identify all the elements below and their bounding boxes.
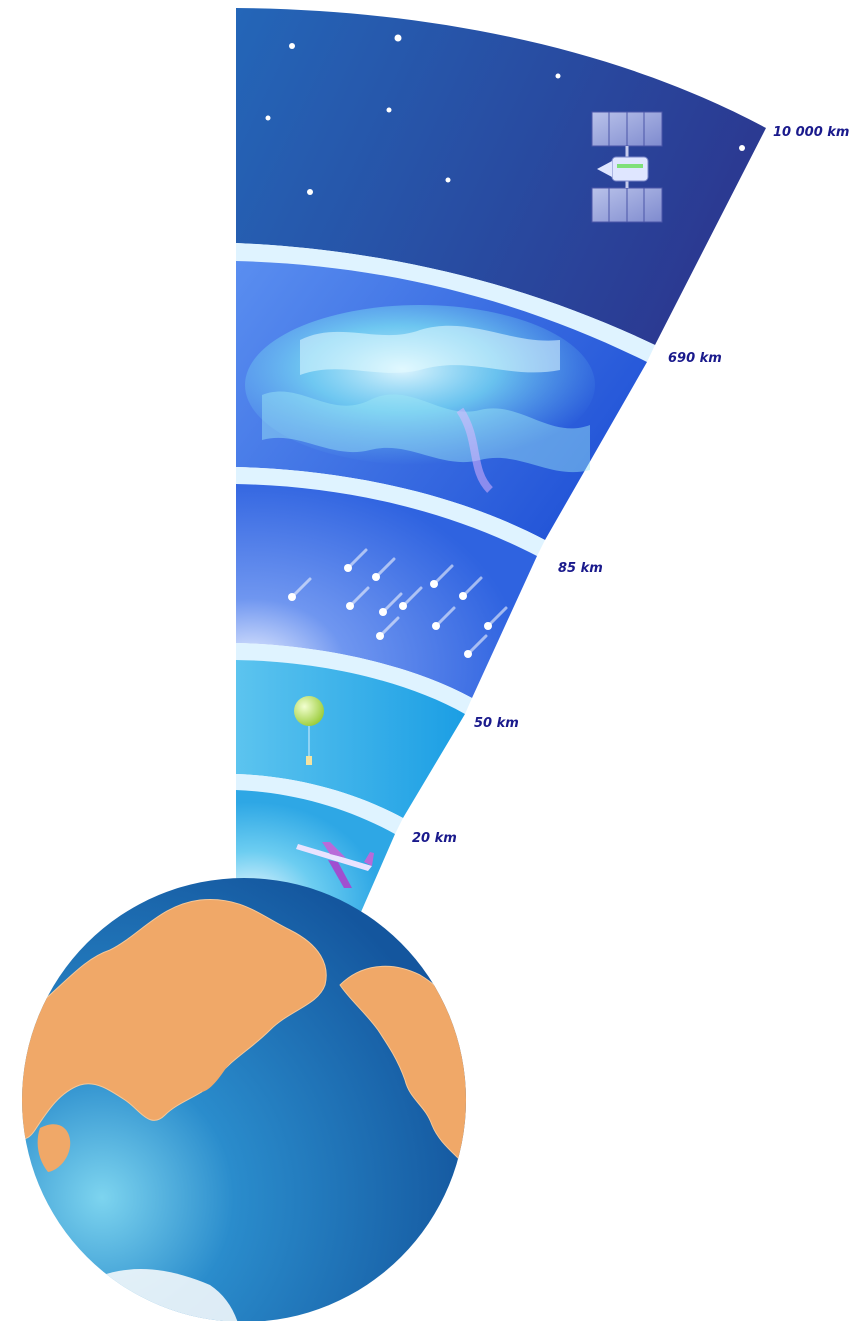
weather-balloon-icon bbox=[294, 696, 324, 765]
label-690km: 690 km bbox=[668, 351, 722, 366]
landmass-asia bbox=[22, 898, 327, 1140]
boundary-10000 bbox=[236, 243, 655, 362]
layer-mesosphere bbox=[236, 484, 537, 698]
globe-icon bbox=[22, 878, 466, 1321]
label-20km: 20 km bbox=[412, 831, 457, 846]
layer-thermosphere bbox=[236, 261, 647, 540]
landmass-india bbox=[37, 1124, 71, 1172]
layer-exosphere bbox=[236, 8, 766, 345]
airplane-icon bbox=[296, 842, 374, 888]
label-85km: 85 km bbox=[558, 561, 603, 576]
layer-stratosphere bbox=[236, 660, 465, 818]
aurora-icon bbox=[245, 305, 595, 493]
boundary-85 bbox=[236, 643, 472, 714]
boundary-50 bbox=[236, 774, 403, 834]
label-50km: 50 km bbox=[474, 716, 519, 731]
satellite-icon bbox=[591, 111, 663, 223]
star-icons bbox=[265, 34, 745, 195]
label-10000km: 10 000 km bbox=[773, 125, 849, 140]
landmass-japan bbox=[200, 1040, 237, 1092]
boundary-690 bbox=[236, 467, 545, 556]
